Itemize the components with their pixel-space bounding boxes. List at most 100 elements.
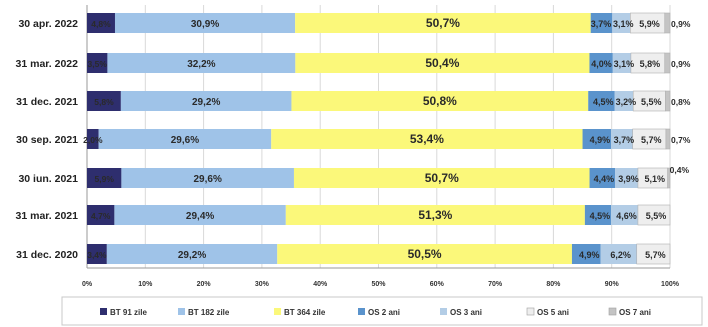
bar-segment (291, 91, 589, 111)
bar-segment (87, 91, 121, 111)
legend-label: BT 364 zile (284, 308, 326, 317)
legend-swatch (526, 307, 535, 316)
bar-segment (667, 167, 671, 189)
value-label: 4,9% (590, 135, 611, 145)
bar-segment (664, 12, 671, 34)
bar-segment (98, 129, 272, 149)
legend-label: BT 182 zile (188, 308, 230, 317)
value-label: 3,4% (87, 250, 107, 260)
bar-segment (584, 205, 612, 225)
bar-segment (87, 53, 108, 73)
bar-segment (589, 53, 613, 73)
legend-label: OS 7 ani (619, 308, 651, 317)
category-label: 31 mar. 2022 (16, 58, 79, 70)
value-label: 3,9% (618, 174, 639, 184)
value-label: 32,2% (187, 59, 215, 70)
bar-segment (664, 52, 671, 74)
value-label: 50,7% (425, 171, 459, 185)
bar-segment (665, 128, 671, 150)
value-label: 4,8% (91, 19, 111, 29)
bar-segments (87, 12, 671, 265)
bar-segment (114, 13, 296, 33)
bar-segment (611, 205, 638, 225)
bar-segment (588, 91, 615, 111)
legend-swatch (358, 308, 365, 315)
category-label: 30 iun. 2021 (18, 173, 78, 185)
value-label: 4,7% (91, 211, 111, 221)
x-tick-label: 40% (313, 281, 328, 288)
bar-segment (295, 13, 591, 33)
value-label: 3,7% (591, 19, 612, 29)
x-tick-label: 30% (255, 281, 270, 288)
bar-segment (114, 205, 286, 225)
legend-swatch (274, 308, 281, 315)
category-label: 31 dec. 2021 (16, 96, 78, 108)
value-label: 4,5% (590, 211, 611, 221)
legend-swatch (100, 308, 107, 315)
value-label: 5,5% (641, 97, 662, 107)
bar-segment (271, 129, 583, 149)
bar-segment (615, 168, 638, 188)
value-label: 0,7% (671, 135, 691, 145)
bar-segment (637, 204, 671, 226)
value-label: 4,9% (579, 250, 600, 260)
bar-segment (589, 168, 616, 188)
value-label: 0,9% (671, 19, 691, 29)
value-label: 30,9% (191, 19, 219, 30)
bar-segment (107, 53, 296, 73)
legend-label: BT 91 zile (110, 308, 147, 317)
bar-segment (614, 91, 634, 111)
x-tick-label: 60% (430, 281, 445, 288)
legend: BT 91 zile BT 182 zile BT 364 zile OS 2 ani… (100, 307, 651, 317)
bar-segment (87, 129, 99, 149)
value-label: 50,4% (425, 56, 459, 70)
category-label: 31 dec. 2020 (16, 249, 78, 261)
value-label: 5,7% (645, 250, 666, 260)
x-tick-labels: 0% 10% 20% 30% 40% 50% 60% 70% 80% 90% 100% (82, 281, 680, 288)
x-tick-label: 90% (605, 281, 620, 288)
bar-segment (120, 91, 292, 111)
x-tick-label: 100% (661, 281, 680, 288)
value-label: 5,7% (641, 135, 662, 145)
x-tick-label: 70% (488, 281, 503, 288)
value-label: 5,8% (94, 97, 114, 107)
value-label: 6,2% (610, 250, 631, 260)
value-label: 0,4% (670, 165, 690, 175)
value-label: 4,6% (616, 211, 637, 221)
bar-segment (612, 13, 631, 33)
value-label: 3,7% (614, 135, 635, 145)
value-label: 5,1% (645, 174, 666, 184)
value-label: 50,8% (423, 94, 457, 108)
value-label: 4,0% (591, 59, 612, 69)
x-tick-label: 20% (197, 281, 212, 288)
value-label: 5,9% (95, 174, 115, 184)
value-label: 4,4% (594, 174, 615, 184)
bar-segment (87, 244, 107, 264)
x-tick-label: 80% (546, 281, 561, 288)
value-label: 0,8% (671, 97, 691, 107)
bar-segment (87, 205, 115, 225)
x-tick-label: 50% (371, 281, 386, 288)
bar-segment (600, 244, 637, 264)
value-label: 29,2% (178, 250, 206, 261)
bar-segment (582, 129, 612, 149)
bar-segment (612, 53, 631, 73)
value-label: 53,4% (410, 132, 444, 146)
value-label: 5,8% (640, 59, 661, 69)
value-label: 29,6% (194, 174, 222, 185)
category-label: 30 sep. 2021 (16, 134, 78, 146)
bar-segment (571, 244, 601, 264)
value-label: 3,5% (88, 59, 108, 69)
value-label: 29,6% (171, 135, 199, 146)
value-label: 3,1% (614, 59, 635, 69)
value-label: 29,2% (192, 97, 220, 108)
value-label: 3,1% (613, 19, 634, 29)
legend-box (61, 296, 703, 326)
bar-segment (295, 53, 590, 73)
category-labels: 30 apr. 2022 31 mar. 2022 31 dec. 2021 30 s… (16, 18, 79, 261)
bar-segment (590, 13, 613, 33)
value-labels: 4,8% 30,9% 50,7% 3,7% 3,1% 5,9% 0,9%3,5% 32,2% 5… (83, 16, 691, 261)
bar-segment (611, 129, 633, 149)
bar-segment (87, 13, 115, 33)
